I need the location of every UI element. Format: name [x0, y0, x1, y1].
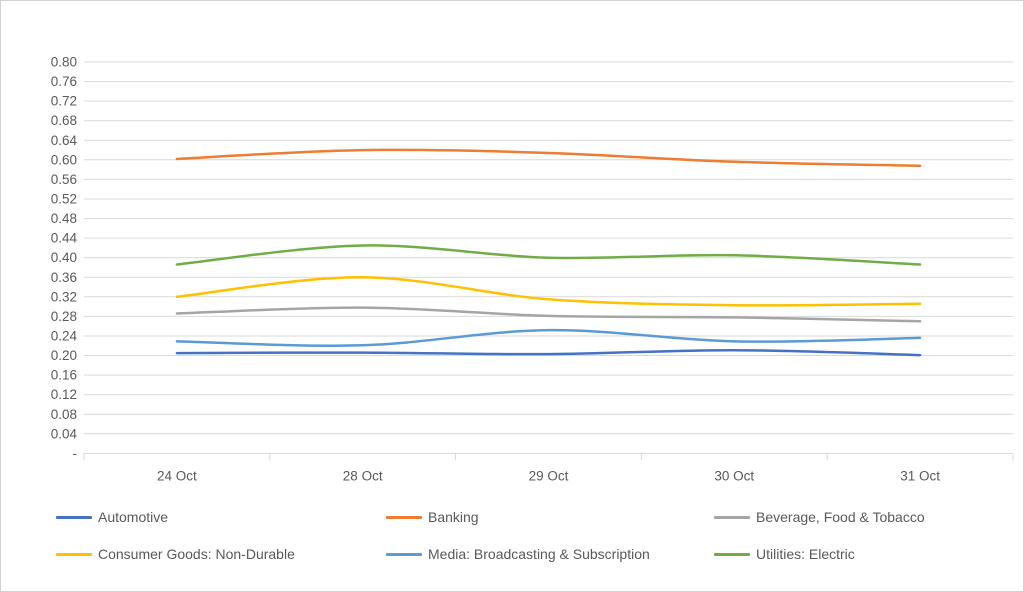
- svg-text:0.60: 0.60: [51, 152, 77, 167]
- legend-item-utilities-electric: Utilities: Electric: [714, 546, 855, 562]
- legend-marker: [386, 552, 422, 556]
- legend-marker: [56, 552, 92, 556]
- legend-label: Automotive: [98, 509, 169, 525]
- legend-label: Beverage, Food & Tobacco: [756, 509, 925, 525]
- svg-text:30 Oct: 30 Oct: [714, 468, 754, 483]
- svg-text:0.80: 0.80: [51, 55, 77, 70]
- legend-label: Utilities: Electric: [756, 546, 855, 562]
- svg-text:0.40: 0.40: [51, 250, 77, 265]
- svg-text:0.72: 0.72: [51, 94, 77, 109]
- svg-text:0.68: 0.68: [51, 113, 77, 128]
- svg-text:0.28: 0.28: [51, 309, 77, 324]
- legend-item-media-broadcasting-subscription: Media: Broadcasting & Subscription: [386, 546, 650, 562]
- svg-text:0.08: 0.08: [51, 407, 77, 422]
- svg-text:0.24: 0.24: [51, 329, 78, 344]
- svg-text:0.12: 0.12: [51, 387, 77, 402]
- legend-item-automotive: Automotive: [56, 509, 168, 525]
- legend-item-consumer-goods-non-durable: Consumer Goods: Non-Durable: [56, 546, 295, 562]
- svg-text:0.52: 0.52: [51, 192, 77, 207]
- svg-text:0.44: 0.44: [51, 231, 78, 246]
- svg-text:31 Oct: 31 Oct: [900, 468, 940, 483]
- legend-label: Banking: [428, 509, 479, 525]
- svg-text:0.48: 0.48: [51, 211, 77, 226]
- svg-text:-: -: [73, 446, 78, 461]
- svg-text:0.76: 0.76: [51, 74, 77, 89]
- legend-item-beverage-food-tobacco: Beverage, Food & Tobacco: [714, 509, 925, 525]
- legend-marker: [714, 515, 750, 519]
- legend-marker: [56, 515, 92, 519]
- svg-text:0.20: 0.20: [51, 348, 77, 363]
- svg-text:0.16: 0.16: [51, 368, 77, 383]
- legend-label: Consumer Goods: Non-Durable: [98, 546, 295, 562]
- legend-label: Media: Broadcasting & Subscription: [428, 546, 650, 562]
- svg-text:0.36: 0.36: [51, 270, 77, 285]
- svg-text:29 Oct: 29 Oct: [529, 468, 569, 483]
- svg-text:0.32: 0.32: [51, 289, 77, 304]
- svg-text:0.56: 0.56: [51, 172, 77, 187]
- svg-text:24 Oct: 24 Oct: [157, 468, 197, 483]
- legend-marker: [386, 515, 422, 519]
- svg-text:0.64: 0.64: [51, 133, 78, 148]
- legend-marker: [714, 552, 750, 556]
- svg-text:0.04: 0.04: [51, 426, 78, 441]
- plot-area: 0.80 0.76 0.72 0.68 0.64 0.60 0.56 0.52 0.48 0.44…: [51, 55, 1014, 483]
- svg-text:28 Oct: 28 Oct: [343, 468, 383, 483]
- legend-item-banking: Banking: [386, 509, 479, 525]
